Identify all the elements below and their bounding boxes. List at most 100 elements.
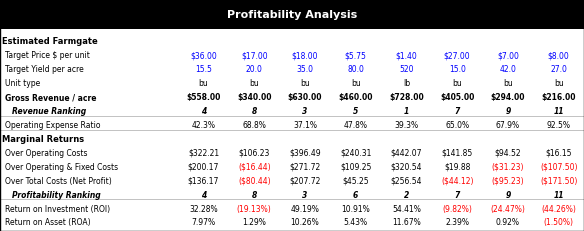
Text: ($95.23): ($95.23) [492,176,524,185]
Text: $17.00: $17.00 [241,51,267,60]
Text: $256.54: $256.54 [391,176,422,185]
Text: $141.85: $141.85 [442,148,473,157]
Text: 20.0: 20.0 [246,65,263,74]
Text: 6: 6 [353,190,359,199]
Text: 9: 9 [505,190,510,199]
FancyBboxPatch shape [0,0,584,30]
Text: bu: bu [351,79,360,88]
Text: $16.15: $16.15 [545,148,572,157]
Text: $558.00: $558.00 [186,93,221,102]
Text: $340.00: $340.00 [237,93,272,102]
Text: Over Operating Costs: Over Operating Costs [5,148,88,157]
Text: bu: bu [503,79,513,88]
Text: bu: bu [249,79,259,88]
Text: 54.41%: 54.41% [392,204,421,213]
Text: $294.00: $294.00 [491,93,525,102]
Text: $630.00: $630.00 [288,93,322,102]
Text: $45.25: $45.25 [342,176,369,185]
Text: ($31.23): ($31.23) [492,162,524,171]
Text: $94.52: $94.52 [495,148,521,157]
Text: $320.54: $320.54 [391,162,422,171]
Text: bu: bu [199,79,208,88]
Text: ($16.44): ($16.44) [238,162,270,171]
Text: 39.3%: 39.3% [394,121,419,129]
Text: 7.97%: 7.97% [192,218,215,226]
Text: Unit type: Unit type [5,79,40,88]
Text: $460.00: $460.00 [339,93,373,102]
Text: 11: 11 [554,190,564,199]
Text: Revenue Ranking: Revenue Ranking [12,107,86,116]
Text: $7.00: $7.00 [497,51,519,60]
Text: $728.00: $728.00 [389,93,424,102]
Text: $271.72: $271.72 [289,162,321,171]
Text: lb: lb [403,79,410,88]
Text: 2.39%: 2.39% [445,218,469,226]
Text: 3: 3 [303,107,308,116]
Text: (9.82%): (9.82%) [442,204,472,213]
Text: $136.17: $136.17 [188,176,219,185]
Text: Return on Investment (ROI): Return on Investment (ROI) [5,204,110,213]
Text: Return on Asset (ROA): Return on Asset (ROA) [5,218,91,226]
Text: 15.0: 15.0 [449,65,465,74]
Text: $106.23: $106.23 [238,148,270,157]
Text: 15.5: 15.5 [195,65,212,74]
Text: 7: 7 [454,107,460,116]
Text: 27.0: 27.0 [550,65,567,74]
Text: 35.0: 35.0 [297,65,314,74]
Text: $405.00: $405.00 [440,93,474,102]
Text: ($107.50): ($107.50) [540,162,578,171]
Text: ($44.12): ($44.12) [441,176,474,185]
Text: (1.50%): (1.50%) [544,218,573,226]
Text: $19.88: $19.88 [444,162,470,171]
Text: $5.75: $5.75 [345,51,367,60]
Text: bu: bu [452,79,462,88]
Text: ($80.44): ($80.44) [238,176,270,185]
Text: 2: 2 [404,190,409,199]
Text: $18.00: $18.00 [291,51,318,60]
Text: $8.00: $8.00 [548,51,569,60]
Text: Profitability Analysis: Profitability Analysis [227,10,357,20]
Text: 5: 5 [353,107,359,116]
Text: 11.67%: 11.67% [392,218,421,226]
Text: bu: bu [554,79,564,88]
Text: $27.00: $27.00 [444,51,471,60]
Text: 42.3%: 42.3% [192,121,215,129]
Text: 5.43%: 5.43% [343,218,368,226]
Text: 8: 8 [252,107,257,116]
Text: 0.92%: 0.92% [496,218,520,226]
Text: 4: 4 [201,190,206,199]
Text: 8: 8 [252,190,257,199]
Text: 32.28%: 32.28% [189,204,218,213]
Text: 9: 9 [505,107,510,116]
Text: $109.25: $109.25 [340,162,371,171]
Text: 42.0: 42.0 [499,65,516,74]
Text: 80.0: 80.0 [347,65,364,74]
Text: 92.5%: 92.5% [547,121,571,129]
Text: bu: bu [300,79,310,88]
Text: $207.72: $207.72 [289,176,321,185]
Text: (19.13%): (19.13%) [237,204,272,213]
Text: $1.40: $1.40 [395,51,418,60]
Text: Marginal Returns: Marginal Returns [2,134,84,143]
Text: 68.8%: 68.8% [242,121,266,129]
Text: ($171.50): ($171.50) [540,176,578,185]
Text: Gross Revenue / acre: Gross Revenue / acre [5,93,97,102]
Text: $36.00: $36.00 [190,51,217,60]
Text: (24.47%): (24.47%) [491,204,526,213]
Text: 520: 520 [399,65,413,74]
Text: 65.0%: 65.0% [445,121,469,129]
Text: (44.26%): (44.26%) [541,204,576,213]
Text: 49.19%: 49.19% [290,204,319,213]
Text: Over Total Costs (Net Profit): Over Total Costs (Net Profit) [5,176,112,185]
Text: $216.00: $216.00 [541,93,576,102]
Text: $442.07: $442.07 [391,148,422,157]
Text: 10.26%: 10.26% [291,218,319,226]
Text: 1.29%: 1.29% [242,218,266,226]
Text: 4: 4 [201,107,206,116]
Text: Target Yield per acre: Target Yield per acre [5,65,84,74]
Text: $240.31: $240.31 [340,148,371,157]
Text: 37.1%: 37.1% [293,121,317,129]
Text: 67.9%: 67.9% [496,121,520,129]
Text: 3: 3 [303,190,308,199]
Text: Over Operating & Fixed Costs: Over Operating & Fixed Costs [5,162,119,171]
